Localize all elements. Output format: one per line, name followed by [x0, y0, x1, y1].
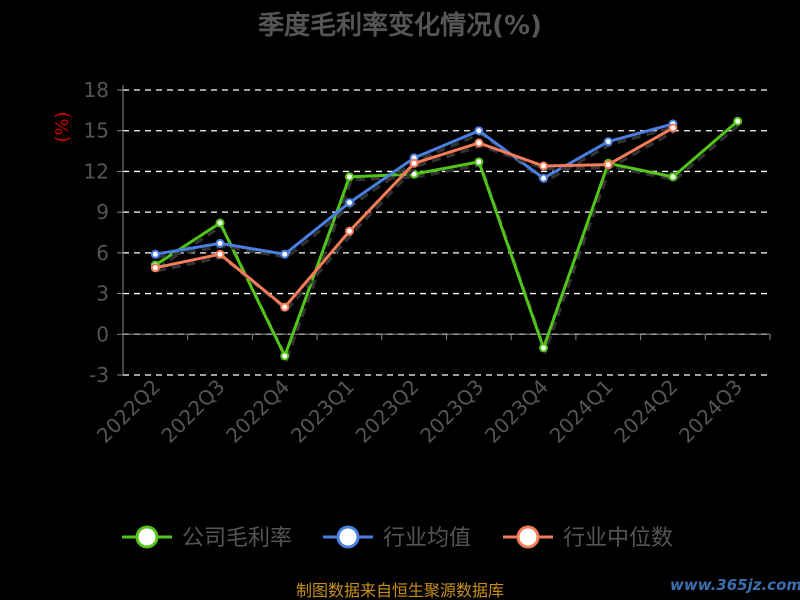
y-tick-label: 18: [84, 78, 109, 102]
data-point[interactable]: [280, 249, 290, 259]
y-axis-label: (%): [52, 111, 73, 142]
data-point[interactable]: [344, 172, 354, 182]
data-point[interactable]: [280, 302, 290, 312]
y-tick-label: 6: [96, 241, 109, 265]
series-line: [155, 122, 674, 256]
y-tick-label: -3: [89, 363, 109, 387]
chart-title: 季度毛利率变化情况(%): [258, 10, 542, 41]
legend-label: 公司毛利率: [182, 526, 292, 551]
x-tick-label: 2024Q1: [545, 375, 618, 448]
data-point[interactable]: [603, 137, 613, 147]
x-tick-label: 2023Q2: [351, 375, 424, 448]
series-line: [154, 120, 739, 358]
y-tick-label: 12: [84, 159, 109, 183]
legend-marker: [336, 525, 360, 549]
legend-item-2[interactable]: 行业均值: [323, 525, 471, 551]
data-point[interactable]: [539, 161, 549, 171]
watermark: www.365jz.com: [670, 576, 800, 594]
y-tick-label: 15: [84, 119, 109, 143]
data-point[interactable]: [733, 116, 743, 126]
series-shadow-line: [156, 123, 741, 363]
data-point[interactable]: [280, 351, 290, 361]
series-lines: [150, 116, 743, 363]
x-tick-label: 2023Q3: [415, 375, 488, 448]
legend-label: 行业均值: [383, 526, 471, 551]
x-tick-label: 2024Q3: [674, 375, 747, 448]
legend-item-3[interactable]: 行业中位数: [503, 525, 673, 551]
data-point[interactable]: [539, 173, 549, 183]
data-point[interactable]: [150, 263, 160, 273]
y-tick-labels: 18 15 12 9 6 3 0 -3: [84, 78, 109, 387]
data-point[interactable]: [409, 158, 419, 168]
y-tick-label: 9: [96, 200, 109, 224]
data-point[interactable]: [344, 226, 354, 236]
data-point[interactable]: [215, 238, 225, 248]
x-tick-label: 2022Q3: [156, 375, 229, 448]
legend-marker: [135, 525, 159, 549]
data-point[interactable]: [215, 218, 225, 228]
x-tick-label: 2024Q2: [609, 375, 682, 448]
x-tick-label: 2022Q4: [221, 375, 294, 448]
data-point[interactable]: [474, 138, 484, 148]
legend-item-1[interactable]: 公司毛利率: [122, 525, 292, 551]
x-tick-label: 2023Q1: [286, 375, 359, 448]
data-point[interactable]: [668, 123, 678, 133]
source-note: 制图数据来自恒生聚源数据库: [296, 581, 504, 600]
data-point[interactable]: [474, 157, 484, 167]
series-3: [150, 123, 678, 313]
data-point[interactable]: [474, 126, 484, 136]
series-1: [150, 116, 743, 363]
y-tick-label: 0: [96, 322, 109, 346]
legend: 公司毛利率 行业均值 行业中位数: [122, 525, 673, 551]
x-tick-labels: 2022Q22022Q32022Q42023Q12023Q22023Q32023…: [92, 375, 747, 448]
y-tick-label: 3: [96, 282, 109, 306]
data-point[interactable]: [215, 249, 225, 259]
data-point[interactable]: [539, 343, 549, 353]
data-point[interactable]: [344, 198, 354, 208]
data-point[interactable]: [668, 172, 678, 182]
data-point[interactable]: [603, 160, 613, 170]
data-point[interactable]: [150, 249, 160, 259]
legend-marker: [516, 525, 540, 549]
axes: [122, 85, 771, 375]
legend-label: 行业中位数: [563, 526, 673, 551]
x-tick-label: 2023Q4: [480, 375, 553, 448]
